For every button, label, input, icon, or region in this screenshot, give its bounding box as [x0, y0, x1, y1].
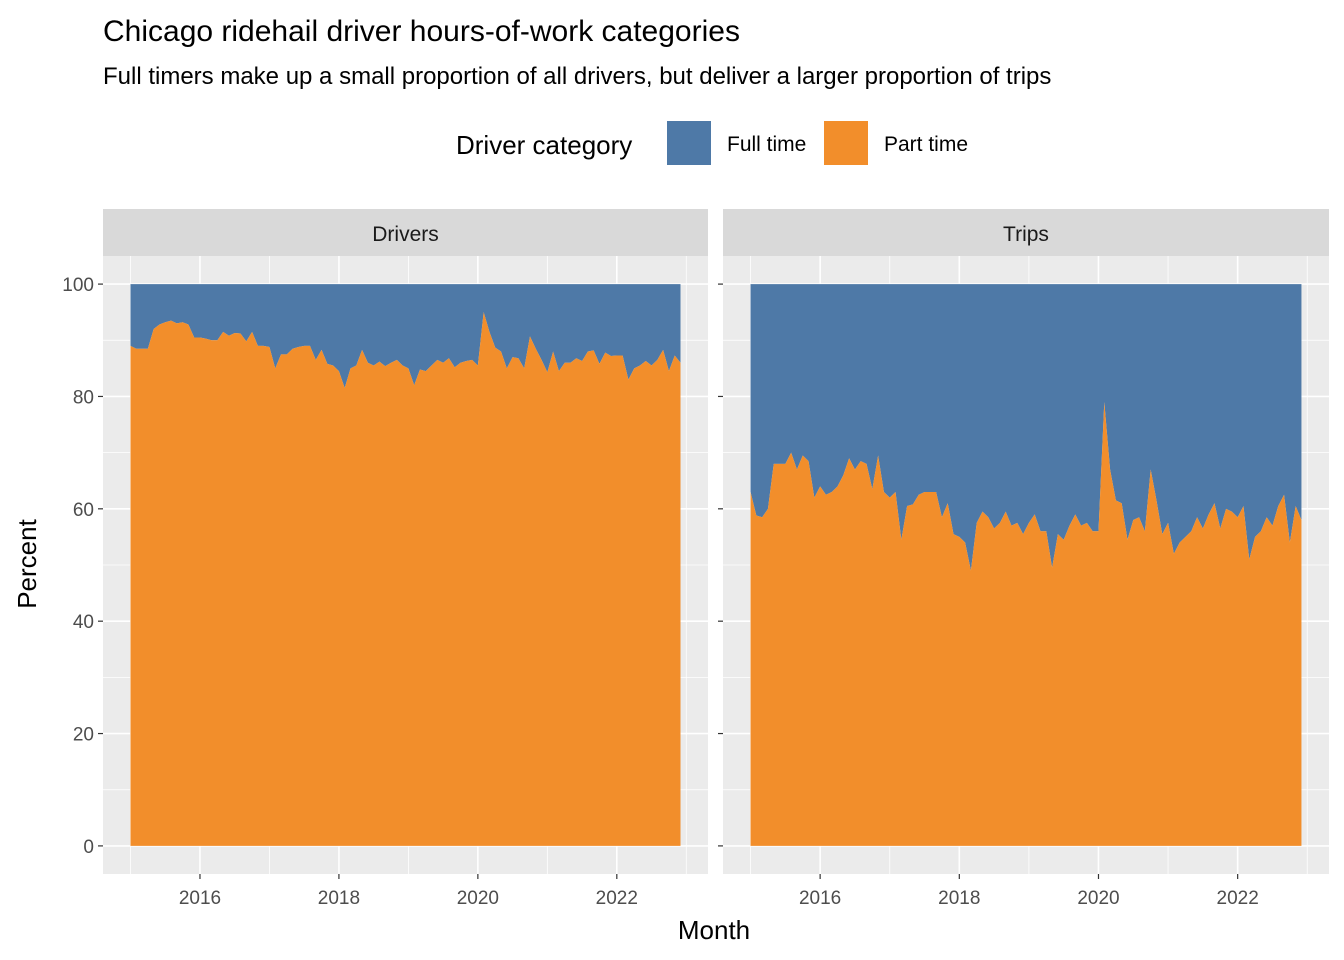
y-tick-label: 60: [73, 500, 94, 521]
legend-swatch-full-time: [667, 121, 711, 165]
y-tick-label: 80: [73, 387, 94, 408]
facet-strip: [723, 209, 1329, 256]
x-tick-label: 2022: [1217, 888, 1259, 909]
x-tick-label: 2020: [1077, 888, 1119, 909]
x-tick-label: 2018: [938, 888, 980, 909]
facet-strip-label: Drivers: [372, 223, 439, 246]
y-tick-label: 20: [73, 725, 94, 746]
area-part-time: [130, 312, 681, 846]
area-full-time: [130, 284, 681, 389]
panel-drivers: Drivers 0 20 40 60 80 100 2016 2018 2020 2022: [62, 209, 708, 909]
x-tick-label: 2018: [318, 888, 360, 909]
x-axis-title: Month: [678, 915, 750, 945]
chart-subtitle: Full timers make up a small proportion o…: [103, 63, 1051, 90]
y-tick-label: 0: [83, 837, 94, 858]
legend-label-full-time: Full time: [727, 133, 806, 156]
x-tick-label: 2016: [799, 888, 841, 909]
x-tick-label: 2022: [596, 888, 638, 909]
area-full-time: [750, 284, 1302, 571]
area-part-time: [750, 402, 1302, 846]
chart-title: Chicago ridehail driver hours-of-work ca…: [103, 15, 740, 48]
y-tick-label: 40: [73, 612, 94, 633]
y-axis-title: Percent: [12, 518, 42, 608]
x-tick-label: 2016: [179, 888, 221, 909]
legend-title: Driver category: [456, 130, 632, 160]
y-tick-label: 100: [62, 275, 94, 296]
panel-trips: Trips 2016 2018 2020 2022: [718, 209, 1329, 909]
legend-label-part-time: Part time: [884, 133, 968, 156]
legend: Driver category Full time Part time: [456, 121, 968, 165]
facet-strip: [103, 209, 708, 256]
legend-swatch-part-time: [824, 121, 868, 165]
facet-strip-label: Trips: [1003, 223, 1049, 246]
x-tick-label: 2020: [457, 888, 499, 909]
